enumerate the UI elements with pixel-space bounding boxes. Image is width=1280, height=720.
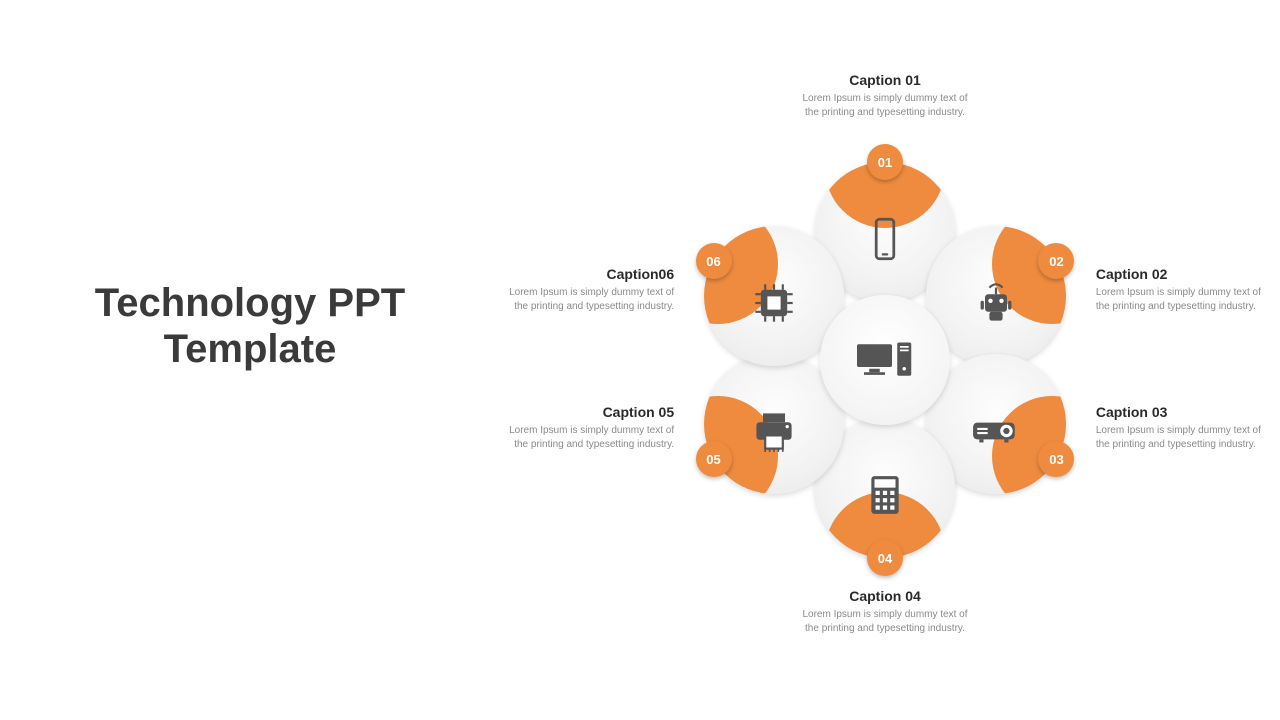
caption-3-title: Caption 03 xyxy=(1096,404,1266,420)
caption-1-body: Lorem Ipsum is simply dummy text of the … xyxy=(800,92,970,119)
caption-4: Caption 04 Lorem Ipsum is simply dummy t… xyxy=(800,588,970,635)
robot-icon xyxy=(974,281,1018,325)
badge-3: 03 xyxy=(1038,441,1074,477)
caption-6-body: Lorem Ipsum is simply dummy text of the … xyxy=(504,286,674,313)
badge-1: 01 xyxy=(867,144,903,180)
page-title: Technology PPT Template xyxy=(40,280,460,372)
radial-diagram: 01 02 03 xyxy=(490,0,1280,720)
badge-5: 05 xyxy=(696,441,732,477)
printer-icon xyxy=(752,409,796,453)
center-node xyxy=(820,295,950,425)
caption-5-body: Lorem Ipsum is simply dummy text of the … xyxy=(504,424,674,451)
badge-2: 02 xyxy=(1038,243,1074,279)
caption-2-title: Caption 02 xyxy=(1096,266,1266,282)
desktop-tower-icon xyxy=(857,340,913,380)
caption-4-title: Caption 04 xyxy=(800,588,970,604)
caption-6: Caption06 Lorem Ipsum is simply dummy te… xyxy=(504,266,674,313)
cpu-chip-icon xyxy=(752,281,796,325)
badge-4: 04 xyxy=(867,540,903,576)
caption-4-body: Lorem Ipsum is simply dummy text of the … xyxy=(800,608,970,635)
smartphone-icon xyxy=(863,217,907,261)
caption-1: Caption 01 Lorem Ipsum is simply dummy t… xyxy=(800,72,970,119)
caption-5-title: Caption 05 xyxy=(504,404,674,420)
caption-3: Caption 03 Lorem Ipsum is simply dummy t… xyxy=(1096,404,1266,451)
projector-icon xyxy=(971,416,1021,446)
caption-1-title: Caption 01 xyxy=(800,72,970,88)
caption-2: Caption 02 Lorem Ipsum is simply dummy t… xyxy=(1096,266,1266,313)
calculator-icon xyxy=(869,474,901,516)
caption-3-body: Lorem Ipsum is simply dummy text of the … xyxy=(1096,424,1266,451)
badge-6: 06 xyxy=(696,243,732,279)
caption-5: Caption 05 Lorem Ipsum is simply dummy t… xyxy=(504,404,674,451)
caption-2-body: Lorem Ipsum is simply dummy text of the … xyxy=(1096,286,1266,313)
caption-6-title: Caption06 xyxy=(504,266,674,282)
